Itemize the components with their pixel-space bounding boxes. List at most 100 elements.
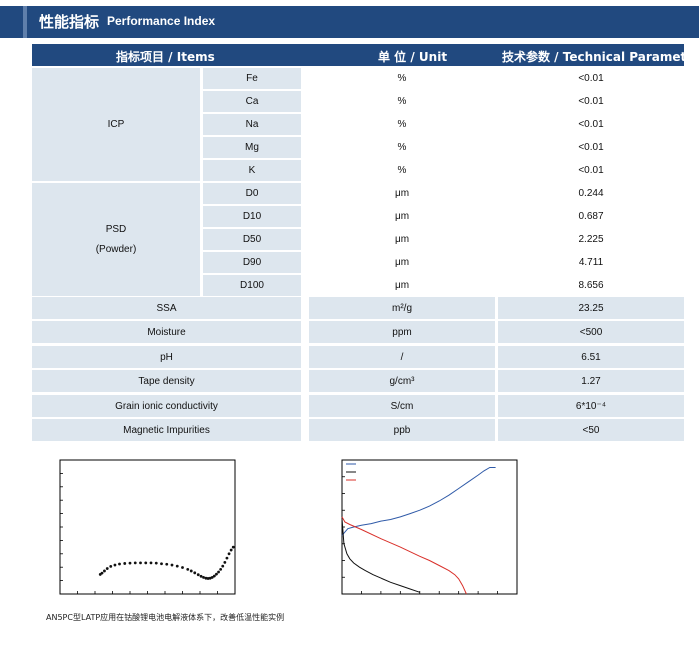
- sub-item-cell: Fe: [203, 68, 301, 89]
- value-cell: 1.27: [498, 370, 684, 392]
- data-point: [128, 561, 132, 565]
- section-banner: 性能指标 Performance Index: [0, 6, 699, 38]
- data-point: [204, 576, 208, 580]
- unit-cell: μm: [309, 206, 495, 227]
- value-cell: <0.01: [498, 160, 684, 181]
- data-point: [227, 552, 231, 556]
- value-cell: <0.01: [498, 68, 684, 89]
- value-cell: <0.01: [498, 137, 684, 158]
- sub-item-cell: K: [203, 160, 301, 181]
- group-item-cell: ICP: [32, 68, 200, 181]
- item-cell: SSA: [32, 297, 301, 319]
- unit-cell: %: [309, 91, 495, 112]
- series-line: [341, 518, 420, 593]
- group-item-sublabel: (Powder): [95, 244, 137, 255]
- sub-item-cell: D10: [203, 206, 301, 227]
- unit-cell: /: [309, 346, 495, 368]
- series-line: [341, 516, 467, 595]
- data-point: [215, 572, 218, 576]
- item-cell: Moisture: [32, 321, 301, 343]
- unit-cell: ppb: [309, 419, 495, 441]
- figure-caption: AN5PC型LATP应用在钴酸锂电池电解液体系下，改善低温性能实例: [46, 613, 285, 622]
- unit-cell: %: [309, 114, 495, 135]
- data-point: [181, 566, 184, 569]
- data-point: [229, 548, 233, 552]
- unit-cell: μm: [309, 275, 495, 296]
- value-cell: <500: [498, 321, 684, 343]
- unit-cell: m²/g: [309, 297, 495, 319]
- data-point: [144, 561, 148, 565]
- value-cell: <0.01: [498, 91, 684, 112]
- series-line: [341, 467, 496, 536]
- column-header-unit: 单 位 / Unit: [378, 50, 448, 64]
- value-cell: <0.01: [498, 114, 684, 135]
- data-point: [199, 574, 203, 578]
- value-cell: <50: [498, 419, 684, 441]
- value-cell: 0.244: [498, 183, 684, 204]
- sub-item-cell: D100: [203, 275, 301, 296]
- sub-item-cell: Mg: [203, 137, 301, 158]
- data-point: [231, 545, 235, 549]
- item-cell: Magnetic Impurities: [32, 419, 301, 441]
- data-point: [175, 564, 179, 568]
- item-cell: pH: [32, 346, 301, 368]
- unit-cell: %: [309, 68, 495, 89]
- value-cell: 4.711: [498, 252, 684, 273]
- table-header: 指标项目 / Items 单 位 / Unit 技术参数 / Technical…: [32, 44, 699, 66]
- banner-accent-gap: [23, 6, 27, 38]
- item-cell: Tape density: [32, 370, 301, 392]
- banner-accent-stripe: [0, 6, 23, 38]
- unit-cell: μm: [309, 183, 495, 204]
- plot-frame: [59, 459, 236, 595]
- section-title-en: Performance Index: [107, 14, 216, 28]
- data-point: [118, 562, 121, 566]
- data-point: [113, 563, 117, 567]
- unit-cell: μm: [309, 229, 495, 250]
- data-point: [189, 569, 193, 573]
- group-item-label: PSD: [105, 224, 127, 235]
- unit-cell: S/cm: [309, 395, 495, 417]
- data-point: [165, 562, 169, 566]
- data-point: [225, 556, 229, 560]
- unit-cell: ppm: [309, 321, 495, 343]
- value-cell: 8.656: [498, 275, 684, 296]
- data-point: [100, 571, 104, 575]
- data-point: [139, 561, 142, 565]
- data-point: [217, 570, 220, 574]
- data-point: [149, 561, 153, 565]
- plot-frame: [341, 459, 518, 595]
- banner-bar: 性能指标 Performance Index: [27, 6, 699, 38]
- sub-item-cell: D90: [203, 252, 301, 273]
- data-point: [202, 575, 205, 579]
- value-cell: 23.25: [498, 297, 684, 319]
- unit-cell: μm: [309, 252, 495, 273]
- data-point: [206, 577, 210, 580]
- section-title-cn: 性能指标: [39, 13, 100, 31]
- data-point: [154, 561, 158, 565]
- data-point: [123, 562, 127, 565]
- unit-cell: %: [309, 160, 495, 181]
- unit-cell: g/cm³: [309, 370, 495, 392]
- value-cell: 6*10⁻⁴: [498, 395, 684, 417]
- data-point: [210, 575, 214, 579]
- data-point: [105, 567, 109, 570]
- group-item-cell: PSD (Powder): [32, 183, 200, 296]
- data-point: [109, 564, 113, 568]
- column-header-parameters: 技术参数 / Technical Parameters: [502, 50, 699, 64]
- group-item-label: ICP: [107, 119, 125, 130]
- sub-item-cell: Na: [203, 114, 301, 135]
- sub-item-cell: D0: [203, 183, 301, 204]
- data-point: [196, 573, 200, 577]
- data-point: [212, 574, 216, 578]
- data-point: [223, 560, 227, 564]
- impedance-chart: [59, 459, 236, 595]
- data-point: [193, 571, 197, 575]
- value-cell: 6.51: [498, 346, 684, 368]
- value-cell: 2.225: [498, 229, 684, 250]
- sub-item-cell: D50: [203, 229, 301, 250]
- data-point: [160, 562, 163, 566]
- data-point: [221, 564, 225, 568]
- data-point: [133, 561, 137, 565]
- data-point: [208, 576, 212, 580]
- data-point: [103, 569, 106, 573]
